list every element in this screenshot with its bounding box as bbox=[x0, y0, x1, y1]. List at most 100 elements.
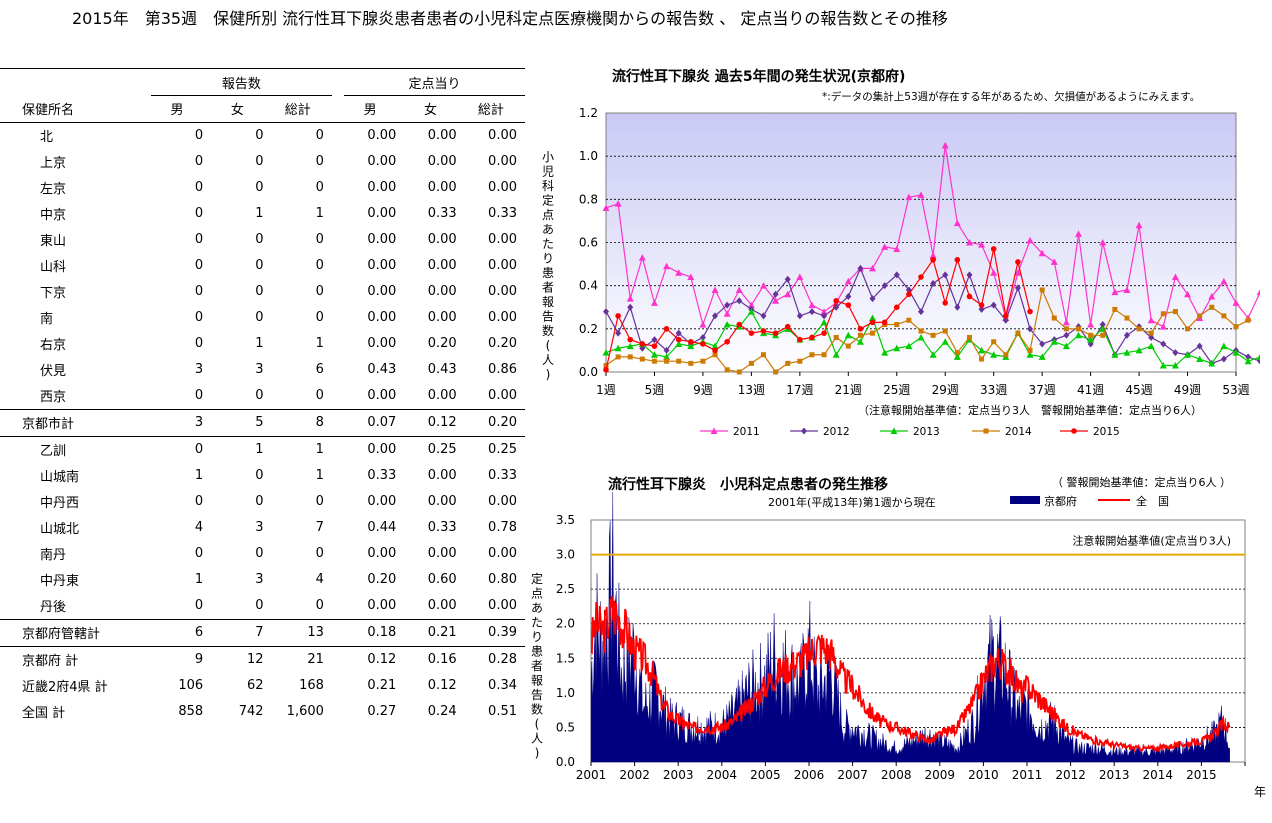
chart1-legend-label: 2013 bbox=[913, 426, 940, 438]
chart1-ylabel-char: 告 bbox=[542, 310, 554, 324]
chart1-point bbox=[821, 330, 827, 336]
chart1-point bbox=[615, 354, 621, 360]
chart1-point bbox=[797, 358, 803, 364]
cell-f: 0 bbox=[255, 388, 264, 403]
cell-pm: 0.00 bbox=[367, 598, 397, 613]
chart1-point bbox=[761, 352, 766, 358]
chart1-point bbox=[650, 299, 658, 306]
chart1-point bbox=[1015, 259, 1021, 265]
chart1-legend-marker bbox=[983, 428, 989, 434]
chart1-point bbox=[918, 308, 924, 316]
chart1-ylabel-char: 報 bbox=[542, 295, 554, 309]
row-name: 伏見 bbox=[40, 364, 67, 379]
cell-t: 0 bbox=[315, 388, 324, 403]
chart1-point bbox=[1112, 306, 1118, 312]
cell-pt: 0.00 bbox=[488, 154, 517, 169]
cell-m: 6 bbox=[150, 618, 212, 647]
cell-pf: 0.12 bbox=[427, 678, 457, 693]
cell-pt: 0.00 bbox=[488, 232, 517, 247]
row-name: 中丹西 bbox=[40, 496, 80, 511]
chart1-point bbox=[869, 319, 876, 326]
chart1-ylabel-char: 数 bbox=[542, 323, 554, 338]
chart1-point bbox=[602, 204, 610, 211]
cell-t: 0 bbox=[315, 232, 324, 247]
chart1-point bbox=[1050, 258, 1058, 265]
chart1-point bbox=[712, 347, 718, 354]
chart1-series-2011 bbox=[602, 141, 1260, 330]
chart1-point bbox=[1039, 287, 1045, 293]
cell-f: 0 bbox=[255, 180, 264, 195]
chart1-ytick-label: 1.0 bbox=[579, 149, 598, 163]
table-row: 山城南 1 0 1 0.33 0.00 0.33 bbox=[0, 463, 525, 489]
chart1-point bbox=[627, 354, 633, 360]
chart1-point bbox=[1026, 236, 1034, 244]
chart1-legend-marker bbox=[1071, 428, 1077, 434]
row-name: 近畿2府4県 計 bbox=[22, 680, 108, 695]
chart1-point bbox=[1172, 349, 1179, 357]
chart1-point bbox=[639, 341, 646, 347]
chart1-point bbox=[712, 312, 719, 320]
chart1-point bbox=[930, 332, 936, 338]
cell-pf: 0.00 bbox=[427, 546, 457, 561]
chart1-ylabel-char: ) bbox=[546, 368, 551, 382]
cell-pf: 0.21 bbox=[404, 618, 465, 647]
cell-m: 0 bbox=[194, 310, 204, 325]
cell-pm: 0.00 bbox=[367, 442, 397, 457]
cell-pf: 0.16 bbox=[427, 652, 457, 667]
chart1-point bbox=[1184, 290, 1192, 298]
chart1-point bbox=[966, 293, 973, 300]
chart1-point bbox=[1256, 289, 1260, 296]
chart2-ytick-label: 1.5 bbox=[556, 651, 575, 665]
chart1-point bbox=[954, 350, 960, 356]
cell-pm: 0.12 bbox=[367, 652, 397, 667]
chart1-point bbox=[990, 301, 997, 309]
chart1-point bbox=[905, 342, 913, 350]
chart1-point bbox=[808, 301, 816, 309]
cell-m: 3 bbox=[150, 408, 212, 437]
cell-pm: 0.00 bbox=[367, 310, 397, 325]
cell-pm: 0.27 bbox=[367, 704, 397, 719]
cell-pt: 0.80 bbox=[488, 572, 517, 587]
row-name: 下京 bbox=[40, 286, 67, 301]
chart1-point bbox=[1220, 277, 1228, 285]
chart1-point bbox=[687, 273, 695, 281]
cell-f: 7 bbox=[211, 618, 272, 647]
chart1-point bbox=[1220, 342, 1228, 350]
chart1-point bbox=[1002, 316, 1009, 324]
chart1-point bbox=[626, 342, 634, 350]
chart1-xtick-label: 9週 bbox=[693, 383, 713, 397]
cell-t: 1 bbox=[315, 336, 324, 351]
cell-m: 0 bbox=[194, 336, 204, 351]
cell-pt: 0.33 bbox=[488, 206, 517, 221]
chart1-point bbox=[1124, 315, 1130, 321]
chart1-point bbox=[978, 241, 986, 248]
chart1-point bbox=[918, 274, 924, 280]
chart1-point bbox=[1063, 326, 1069, 332]
chart1-point bbox=[832, 351, 840, 358]
chart1-point bbox=[1147, 316, 1155, 324]
chart2-xtick-label: 2004 bbox=[707, 768, 738, 782]
chart2-xtick-label: 2002 bbox=[619, 768, 650, 782]
chart2-xunit: 年 bbox=[1254, 785, 1266, 799]
cell-pm: 0.00 bbox=[367, 388, 397, 403]
cell-t: 0 bbox=[315, 546, 324, 561]
cell-t: 0 bbox=[315, 494, 324, 509]
cell-t: 21 bbox=[307, 652, 324, 667]
chart1-point bbox=[954, 256, 961, 263]
cell-f: 742 bbox=[238, 704, 264, 719]
chart1-point bbox=[760, 312, 767, 320]
cell-m: 0 bbox=[194, 494, 204, 509]
chart1-point bbox=[651, 336, 658, 344]
row-name: 全国 計 bbox=[22, 706, 66, 721]
chart1-point bbox=[1003, 352, 1009, 358]
chart1-point bbox=[1171, 273, 1179, 281]
row-name: 乙訓 bbox=[40, 444, 67, 459]
cell-pm: 0.07 bbox=[343, 408, 405, 437]
table-row: 東山 0 0 0 0.00 0.00 0.00 bbox=[0, 227, 525, 253]
cell-m: 1 bbox=[194, 468, 204, 483]
chart1-point bbox=[699, 333, 706, 341]
chart1-point bbox=[1038, 249, 1046, 257]
chart1-point bbox=[772, 297, 780, 304]
cell-f: 5 bbox=[211, 408, 272, 437]
chart2-ytick-label: 2.5 bbox=[556, 582, 575, 596]
